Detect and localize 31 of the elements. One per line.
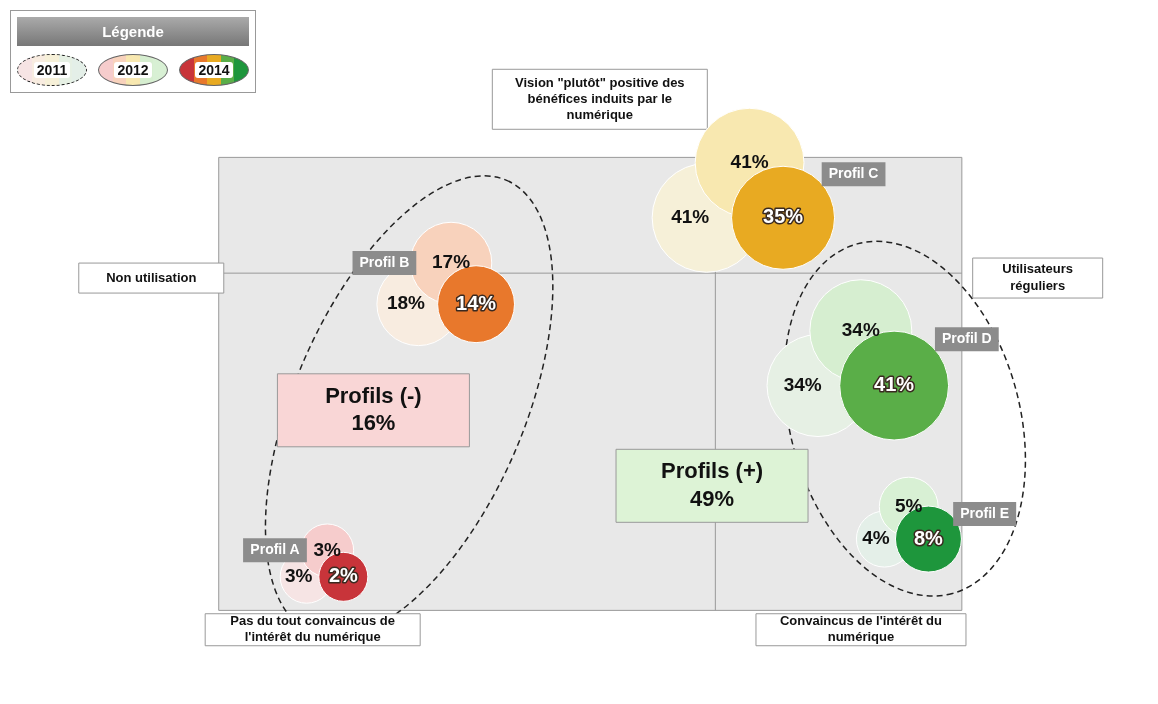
data-label: 41%	[730, 150, 769, 172]
category-label: Profil E	[960, 504, 1010, 521]
text: Vision "plutôt" positive des bénéfices induits par le numérique	[515, 74, 685, 123]
data-label: 8%	[913, 526, 944, 549]
text: 2011	[33, 62, 71, 78]
data-label: 34%	[841, 318, 880, 340]
data-label: 14%	[456, 291, 497, 314]
text: 2012	[114, 62, 152, 78]
text: Utilisateurs réguliers	[1002, 261, 1074, 293]
data-label: 17%	[432, 251, 471, 273]
category-label: Profil D	[941, 330, 992, 346]
data-label: 4%	[862, 527, 890, 549]
data-label: 41%	[671, 206, 710, 228]
category-label: Profil C	[828, 165, 879, 182]
data-label: 34%	[783, 373, 822, 395]
text: Profils (+) 49%	[660, 458, 764, 511]
data-label: 3%	[284, 565, 313, 587]
data-label: 18%	[386, 292, 426, 314]
data-label: 2%	[328, 564, 358, 587]
text: Profils (-) 16%	[325, 382, 422, 436]
data-label: 41%	[874, 373, 915, 396]
category-label: Profil A	[250, 541, 300, 558]
text: Pas du tout convaincus de l'intérêt du numérique	[230, 613, 396, 645]
data-label: 5%	[894, 494, 923, 516]
category-label: Profil B	[359, 253, 410, 270]
text: Convaincus de l'intérêt du numérique	[779, 613, 943, 645]
text: 2014	[195, 62, 233, 78]
text: Non utilisation	[106, 269, 197, 285]
legend-title: Légende	[17, 17, 249, 46]
data-label: 35%	[763, 205, 804, 228]
data-label: 3%	[313, 538, 342, 560]
